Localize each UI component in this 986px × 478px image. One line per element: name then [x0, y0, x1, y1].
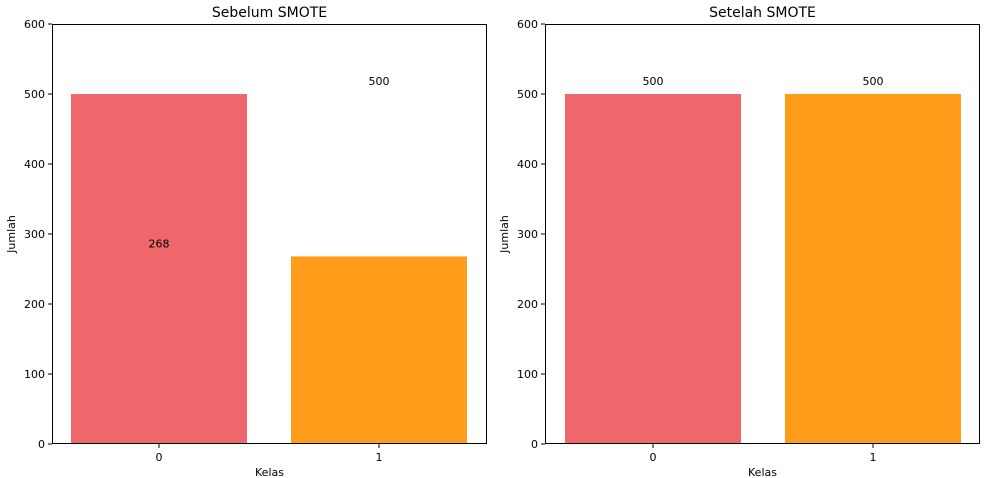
x-tick-label: 0	[650, 451, 657, 464]
bar-1	[291, 256, 467, 444]
chart-panel-after-smote: 0 100 200 300 400 500 600 0 1 Setelah SMOTE Kelas J…	[498, 5, 980, 478]
chart-title: Sebelum SMOTE	[212, 5, 327, 21]
bar-1	[785, 94, 961, 444]
x-tick-label: 1	[376, 451, 383, 464]
bar-0	[71, 94, 247, 444]
x-tick-label: 0	[156, 451, 163, 464]
y-axis-label: Jumlah	[498, 215, 511, 254]
axes-frame	[545, 24, 980, 444]
data-label: 500	[369, 75, 390, 88]
y-axis-label: Jumlah	[5, 215, 18, 254]
x-axis-label: Kelas	[748, 466, 777, 478]
x-tick-label: 1	[870, 451, 877, 464]
data-label: 268	[149, 237, 170, 250]
y-tick-label: 300	[517, 228, 538, 241]
y-tick-label: 400	[517, 158, 538, 171]
bar-0	[565, 94, 741, 444]
y-tick-label: 400	[24, 158, 45, 171]
axes-frame	[52, 24, 487, 444]
y-tick-label: 500	[24, 88, 45, 101]
y-tick-label: 600	[517, 18, 538, 31]
y-tick-label: 0	[38, 438, 45, 451]
y-tick-label: 100	[517, 368, 538, 381]
y-tick-label: 200	[517, 298, 538, 311]
y-tick-label: 500	[517, 88, 538, 101]
y-tick-label: 200	[24, 298, 45, 311]
y-tick-label: 100	[24, 368, 45, 381]
x-axis-label: Kelas	[255, 466, 284, 478]
data-label: 500	[643, 75, 664, 88]
chart-title: Setelah SMOTE	[709, 5, 816, 21]
chart-panel-before-smote: 0 100 200 300 400 500 600 0 1 Sebelum SMOTE Kelas J…	[5, 5, 487, 478]
y-tick-label: 300	[24, 228, 45, 241]
data-label: 500	[863, 75, 884, 88]
y-tick-label: 600	[24, 18, 45, 31]
y-tick-label: 0	[531, 438, 538, 451]
